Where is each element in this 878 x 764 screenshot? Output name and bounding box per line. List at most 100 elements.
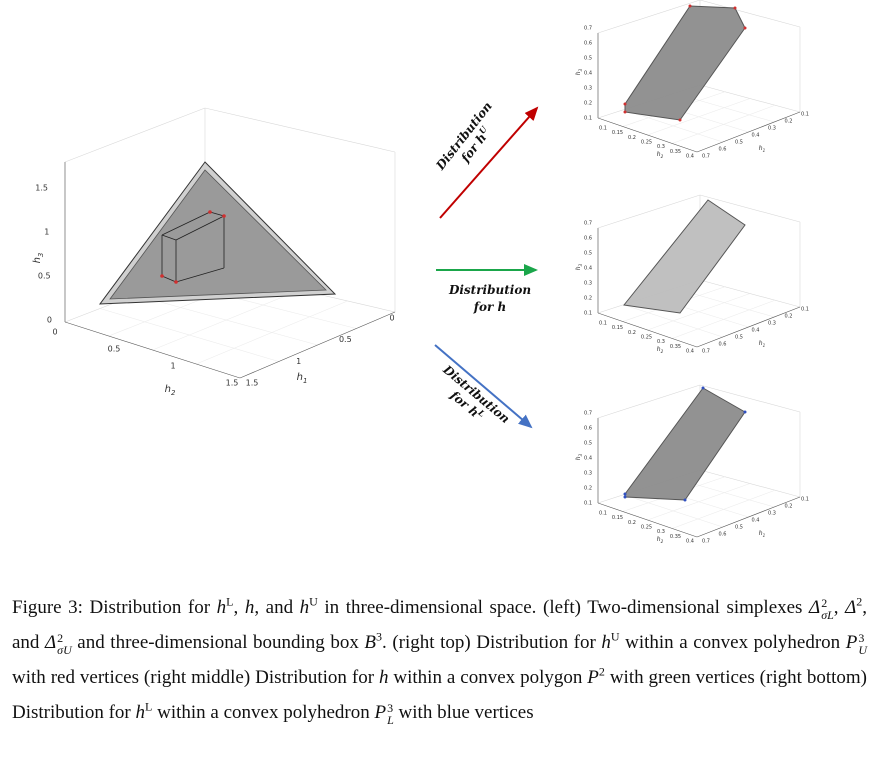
tick-label: 0.4: [752, 328, 760, 334]
bounding-box: [161, 211, 211, 236]
axis-line: [696, 496, 801, 538]
tick-label: 0.2: [785, 504, 793, 510]
math: Δ: [845, 597, 857, 618]
tick-label: 0.2: [785, 119, 793, 125]
math: 2: [57, 630, 64, 645]
tick-label: 0.5: [584, 56, 592, 62]
tick-label: 0.2: [584, 486, 592, 492]
axis-label: h: [657, 536, 661, 543]
tick-label: 0: [389, 314, 394, 323]
arrow-label: Distribution for hU: [433, 99, 495, 173]
polyhedron: [623, 199, 746, 314]
arrow-sup: L: [476, 407, 488, 419]
axis-label: 1: [763, 533, 766, 538]
caption-text: in three-dimensional space. (left) Two-d…: [317, 597, 810, 618]
math: h: [216, 597, 227, 618]
caption: Figure 3: Distribution for hL, h, and hU…: [12, 590, 867, 730]
grid-line: [672, 104, 776, 144]
tick-label: 0.3: [768, 321, 776, 327]
tick-label: 0.6: [584, 426, 592, 432]
caption-text: within a convex polyhedron: [619, 632, 846, 653]
tick-label: 0.15: [612, 130, 623, 136]
math: 2: [598, 664, 605, 679]
axis-label: 2: [661, 154, 664, 159]
math: Δ: [45, 632, 57, 653]
vertex: [160, 274, 164, 278]
axis-label: h: [297, 372, 303, 383]
tick-label: 0.1: [584, 116, 592, 122]
tick-label: 0.7: [702, 154, 710, 160]
tick-label: 0.5: [339, 335, 352, 344]
tick-label: 0.1: [599, 511, 607, 517]
tick-label: 0.7: [584, 26, 592, 32]
axis-line: [696, 306, 801, 348]
caption-text: with blue vertices: [393, 702, 534, 723]
axis-label: h2: [657, 346, 664, 354]
axis-label: h2: [657, 151, 664, 159]
math: h: [378, 667, 389, 688]
tick-label: 1.5: [226, 379, 239, 388]
grid-line: [699, 0, 801, 28]
axis-label: h: [759, 530, 763, 537]
tick-label: 0.6: [719, 147, 727, 153]
axis-line: [696, 111, 801, 153]
axis-label: h: [759, 145, 763, 152]
tick-label: 0.2: [628, 520, 636, 526]
math: 3: [387, 700, 394, 715]
tick-label: 0.35: [670, 149, 681, 155]
tick-label: 0.3: [657, 529, 665, 535]
tick-label: 0: [47, 316, 52, 325]
bounding-box: [209, 211, 225, 217]
tick-label: 0.4: [686, 154, 694, 160]
tick-label: 0.25: [641, 335, 652, 341]
vertex: [623, 492, 627, 496]
bounding-box: [175, 267, 225, 283]
tick-label: 0.1: [584, 311, 592, 317]
caption-text: Figure 3: Distribution for: [12, 597, 217, 618]
math: 2: [856, 594, 863, 609]
vertex: [701, 386, 705, 390]
tick-label: 0.7: [584, 221, 592, 227]
axis-label: 1: [763, 343, 766, 348]
tick-label: 0.5: [38, 272, 51, 281]
tick-label: 1.5: [246, 379, 259, 388]
axis-label: h: [657, 346, 661, 353]
grid-line: [699, 194, 801, 223]
tick-label: 0.3: [657, 144, 665, 150]
tick-label: 0.4: [686, 539, 694, 545]
axis-label: h3: [32, 253, 45, 264]
vertex: [208, 210, 212, 214]
math: U: [309, 594, 318, 609]
vertex: [743, 26, 747, 30]
axis-line: [597, 117, 698, 153]
axis-line: [597, 312, 698, 348]
caption-text: within a convex polyhedron: [152, 702, 375, 723]
tick-label: 0.5: [735, 525, 743, 531]
math: U: [858, 642, 868, 657]
axis-label: h: [575, 266, 582, 270]
grid-line: [647, 293, 751, 331]
tick-label: 0.3: [768, 511, 776, 517]
grid-line: [597, 0, 701, 34]
tick-label: 0.3: [768, 126, 776, 132]
math: P: [587, 667, 599, 688]
tick-label: 0.25: [641, 140, 652, 146]
vertex: [678, 118, 682, 122]
axis-label: 2: [171, 389, 176, 397]
tick-label: 0.25: [641, 525, 652, 531]
axis-label: h2: [165, 384, 176, 397]
axis-label: h: [32, 257, 43, 263]
tick-label: 0.6: [719, 342, 727, 348]
axis-label: 2: [661, 539, 664, 544]
arrow-text: Distribution: [433, 99, 495, 173]
math: h: [299, 597, 310, 618]
tick-label: 0.6: [584, 41, 592, 47]
tick-label: 0.4: [584, 456, 592, 462]
math: P: [845, 632, 858, 653]
axis-label: h: [657, 151, 661, 158]
tick-label: 0.15: [612, 325, 623, 331]
tick-label: 0.4: [752, 133, 760, 139]
bounding-box: [175, 215, 225, 241]
